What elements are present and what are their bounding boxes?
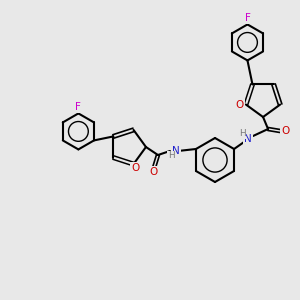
Text: O: O — [236, 100, 244, 110]
Text: H: H — [168, 152, 174, 160]
Text: F: F — [244, 14, 250, 23]
Text: N: N — [244, 134, 252, 144]
Text: O: O — [281, 126, 289, 136]
Text: F: F — [75, 102, 81, 112]
Text: O: O — [131, 163, 140, 173]
Text: N: N — [172, 146, 180, 156]
Text: H: H — [239, 130, 245, 139]
Text: O: O — [150, 167, 158, 177]
